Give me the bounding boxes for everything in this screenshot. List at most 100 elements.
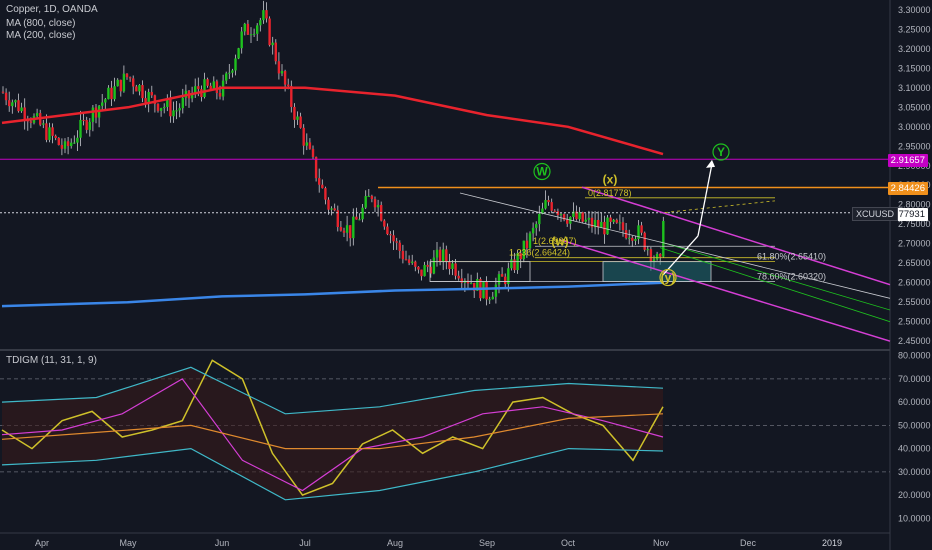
candle-body xyxy=(469,282,473,284)
price-axis-tick-label: 3.30000 xyxy=(898,5,931,15)
candle-body xyxy=(395,241,398,243)
candle-body xyxy=(147,92,150,104)
time-axis-tick-label: Aug xyxy=(387,538,403,548)
candle-body xyxy=(290,86,293,107)
fib-level-label: 1.236(2.66424) xyxy=(509,248,570,258)
candle-body xyxy=(88,121,91,130)
candle-body xyxy=(82,119,85,121)
candle-body xyxy=(562,214,566,220)
price-axis-tick-label: 3.00000 xyxy=(898,122,931,132)
candle-body xyxy=(336,210,339,227)
candle-body xyxy=(132,78,135,87)
candle-body xyxy=(550,202,553,211)
candle-body xyxy=(125,73,129,78)
candle-body xyxy=(513,259,516,271)
candle-body xyxy=(640,225,643,233)
candle-body xyxy=(314,156,318,179)
candle-body xyxy=(435,249,439,258)
indicator-axis-tick-label: 60.0000 xyxy=(898,397,931,407)
time-axis-tick-label: Oct xyxy=(561,538,576,548)
candle-body xyxy=(225,73,228,81)
fib-level-label: 61.80%(2.65410) xyxy=(757,252,826,262)
tdigm-price-line xyxy=(1,359,664,497)
candle-body xyxy=(522,240,525,260)
candle-body xyxy=(370,195,374,200)
candle-body xyxy=(212,81,215,90)
candle-body xyxy=(135,86,138,92)
price-axis-tick-label: 3.05000 xyxy=(898,102,931,112)
candle-body xyxy=(628,237,631,239)
candle-body xyxy=(593,219,597,228)
candle-body xyxy=(460,278,463,283)
candle-body xyxy=(70,142,73,147)
candle-body xyxy=(101,102,104,106)
candle-body xyxy=(163,106,166,109)
candle-body xyxy=(305,142,308,146)
candle-body xyxy=(659,253,662,257)
candle-body xyxy=(265,10,268,19)
candle-body xyxy=(321,184,324,189)
candle-body xyxy=(4,92,8,101)
candle-body xyxy=(544,200,547,209)
candle-body xyxy=(352,216,355,239)
candle-body xyxy=(42,123,45,125)
candle-body xyxy=(63,141,67,149)
candle-body xyxy=(553,210,556,212)
candle-body xyxy=(652,259,656,262)
candle-body xyxy=(194,86,197,94)
candle-body xyxy=(634,239,637,241)
candle-body xyxy=(299,116,302,128)
candle-body xyxy=(631,237,634,241)
time-axis-tick-label: Sep xyxy=(479,538,495,548)
candle-body xyxy=(311,148,315,157)
projection-arrowhead xyxy=(706,159,715,168)
tdigm-base-line xyxy=(1,413,664,450)
candle-body xyxy=(398,242,401,251)
dashed-projection-line xyxy=(664,200,776,213)
candle-body xyxy=(110,87,113,100)
candle-body xyxy=(655,253,659,260)
candle-body xyxy=(485,281,488,300)
candle-body xyxy=(575,211,578,220)
candle-body xyxy=(445,249,448,262)
indicator-axis-tick-label: 70.0000 xyxy=(898,374,931,384)
channel-line-green-1 xyxy=(659,241,891,311)
candle-body xyxy=(482,281,485,299)
candle-body xyxy=(48,127,51,140)
candle-body xyxy=(476,279,479,291)
candle-body xyxy=(91,107,95,122)
candle-body xyxy=(73,142,76,144)
candle-body xyxy=(215,81,219,93)
candle-body xyxy=(438,249,442,262)
channel-line-green-2 xyxy=(659,247,891,323)
candle-body xyxy=(228,72,231,74)
candle-body xyxy=(35,113,39,117)
candle-body xyxy=(144,98,147,104)
candle-body xyxy=(107,87,110,100)
candle-body xyxy=(246,23,250,35)
candle-body xyxy=(252,33,256,35)
candle-body xyxy=(404,259,408,261)
candle-body xyxy=(491,296,494,300)
price-axis-tick-label: 2.80000 xyxy=(898,200,931,210)
candle-body xyxy=(308,142,312,149)
candle-body xyxy=(150,92,153,96)
candle-body xyxy=(581,212,584,222)
price-tag-magenta: 2.91657 xyxy=(887,154,928,167)
candle-body xyxy=(237,48,240,59)
candle-body xyxy=(159,108,163,111)
candle-body xyxy=(94,107,98,118)
price-axis-tick-label: 3.10000 xyxy=(898,83,931,93)
candle-body xyxy=(525,240,529,249)
candle-body xyxy=(367,195,370,197)
price-axis-tick-label: 3.20000 xyxy=(898,44,931,54)
candle-body xyxy=(531,227,535,234)
tdigm-signal-line xyxy=(1,378,664,492)
ma-800-line xyxy=(1,281,664,308)
price-axis-tick-label: 2.55000 xyxy=(898,297,931,307)
candle-body xyxy=(113,86,116,100)
price-axis-tick-label: 3.25000 xyxy=(898,24,931,34)
candle-body xyxy=(528,233,532,249)
